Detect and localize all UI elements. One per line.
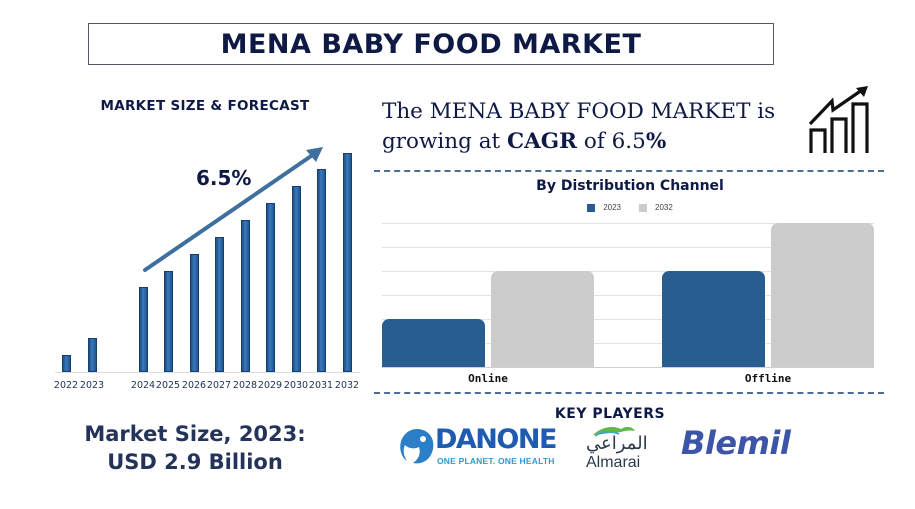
cagr-label: 6.5% (196, 166, 252, 190)
headline-text: growing at (382, 129, 508, 154)
divider (374, 170, 884, 172)
year-label: 2031 (308, 380, 334, 391)
key-players-title: KEY PLAYERS (554, 406, 666, 422)
headline-cagr: CAGR (507, 129, 578, 154)
almarai-arabic-name: المراعي (586, 433, 648, 454)
bar-2025 (164, 271, 173, 372)
year-label: 2027 (206, 380, 232, 391)
bar-2031 (317, 169, 326, 372)
growth-chart-icon (808, 86, 869, 153)
bar-online-2023 (382, 319, 485, 367)
title-box: MENA BABY FOOD MARKET (88, 23, 774, 65)
bar-offline-2023 (662, 271, 765, 367)
headline-line-2: growing at CAGR of 6.5% (382, 127, 802, 157)
bar-2022 (62, 355, 71, 372)
year-label: 2025 (155, 380, 181, 391)
bar-2028 (241, 220, 250, 372)
almarai-name: Almarai (586, 454, 641, 471)
bar-2030 (292, 186, 301, 372)
headline-line-1: The MENA BABY FOOD MARKET is (382, 99, 776, 124)
year-label: 2029 (257, 380, 283, 391)
year-label: 2022 (53, 380, 79, 391)
year-label: 2023 (79, 380, 105, 391)
bar-2032 (343, 153, 352, 372)
year-label: 2024 (130, 380, 156, 391)
danone-name: DANONE (435, 424, 557, 455)
market-forecast-heading: MARKET SIZE & FORECAST (100, 98, 310, 114)
divider (374, 392, 884, 394)
bar-2023 (88, 338, 97, 372)
bar-2024 (139, 287, 148, 372)
headline-text: of 6.5 (577, 129, 646, 154)
bar-2027 (215, 237, 224, 372)
bar-2029 (266, 203, 275, 372)
legend-swatch (587, 203, 596, 212)
year-label: 2026 (181, 380, 207, 391)
legend-swatch (639, 203, 647, 212)
category-label-offline: Offline (744, 372, 792, 385)
almarai-leaf-icon (593, 426, 635, 437)
market-size-label: Market Size, 2023: (84, 422, 306, 446)
chart-legend: 2023 2032 (380, 203, 880, 212)
danone-child-icon (400, 429, 434, 464)
chart-baseline (55, 372, 360, 373)
year-label: 2032 (334, 380, 360, 391)
page-title: MENA BABY FOOD MARKET (220, 28, 642, 60)
bar-offline-2032 (771, 223, 874, 367)
bar-2026 (190, 254, 199, 372)
grid-line (382, 223, 874, 224)
grid-line (382, 247, 874, 248)
grid-line (382, 367, 874, 368)
grid-line (382, 271, 874, 272)
blemil-name: Blemil (681, 424, 791, 462)
year-label: 2028 (232, 380, 258, 391)
legend-item-2032: 2032 (639, 203, 673, 212)
grid-line (382, 343, 874, 344)
danone-tagline: ONE PLANET. ONE HEALTH (437, 456, 555, 466)
bar-online-2032 (491, 271, 594, 367)
market-size-value: USD 2.9 Billion (107, 450, 283, 474)
distribution-chart-title: By Distribution Channel (536, 178, 724, 194)
cagr-headline: The MENA BABY FOOD MARKET is growing at … (382, 97, 802, 157)
market-size-summary: Market Size, 2023: USD 2.9 Billion (40, 420, 350, 476)
legend-item-2023: 2023 (587, 203, 621, 212)
headline-percent: % (645, 129, 667, 154)
legend-label: 2023 (603, 203, 621, 212)
category-label-online: Online (468, 372, 508, 385)
grid-line (382, 295, 874, 296)
legend-label: 2032 (655, 203, 673, 212)
year-label: 2030 (283, 380, 309, 391)
grid-line (382, 319, 874, 320)
